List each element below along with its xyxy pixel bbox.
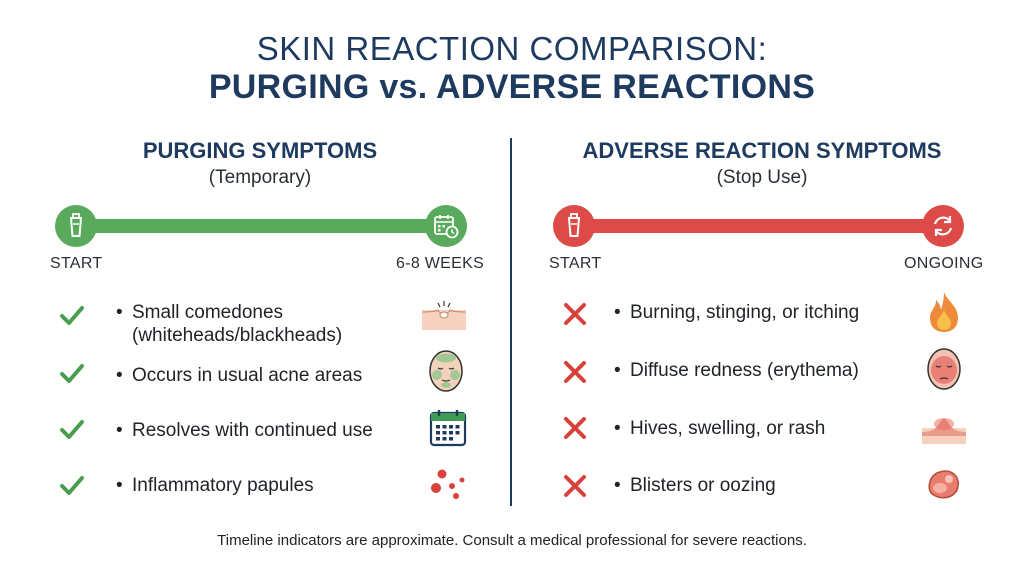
purging-heading: PURGING SYMPTOMS — [142, 138, 378, 163]
swollen-skin-icon — [922, 418, 966, 444]
purging-timeline-end: 6-8 WEEKS — [396, 255, 485, 272]
page-title-line2: PURGING vs. ADVERSE REACTIONS — [208, 68, 816, 106]
check-icon — [60, 306, 84, 325]
adverse-item-text: Hives, swelling, or rash — [630, 418, 826, 439]
red-face-icon — [927, 348, 961, 390]
bullet: • — [116, 365, 123, 386]
tube-icon — [553, 205, 595, 247]
bullet: • — [116, 420, 123, 441]
tube-icon — [55, 205, 97, 247]
adverse-subheading: (Stop Use) — [716, 167, 808, 188]
check-icon — [60, 364, 84, 383]
bullet: • — [614, 360, 621, 381]
adverse-heading: ADVERSE REACTION SYMPTOMS — [582, 138, 942, 163]
bullet: • — [116, 475, 123, 496]
x-icon — [564, 417, 586, 439]
purging-timeline-start: START — [50, 255, 103, 272]
purging-timeline-bar — [76, 219, 450, 233]
adverse-timeline-start: START — [549, 255, 602, 272]
flame-icon — [930, 292, 958, 332]
purging-item-text: Occurs in usual acne areas — [132, 365, 363, 386]
red-dots-icon — [431, 469, 465, 499]
bullet: • — [116, 302, 123, 323]
purging-subheading: (Temporary) — [208, 167, 312, 188]
x-icon — [564, 475, 586, 497]
bullet: • — [614, 302, 621, 323]
adverse-timeline-bar — [575, 219, 947, 233]
purging-item-text-line2: (whiteheads/blackheads) — [132, 325, 343, 346]
purging-item-text: Inflammatory papules — [132, 475, 314, 496]
adverse-item-text: Burning, stinging, or itching — [630, 302, 860, 323]
refresh-icon — [922, 205, 964, 247]
calendar-icon — [429, 410, 467, 447]
purging-item-text-line1: Small comedones — [132, 302, 284, 323]
adverse-item-text: Blisters or oozing — [630, 475, 776, 496]
footer-note: Timeline indicators are approximate. Con… — [217, 532, 807, 549]
bullet: • — [614, 418, 621, 439]
blister-icon — [928, 470, 959, 499]
x-icon — [564, 303, 586, 325]
adverse-timeline-end: ONGOING — [904, 255, 984, 272]
page-title-line1: SKIN REACTION COMPARISON: — [256, 30, 768, 67]
purging-item-text: Resolves with continued use — [132, 420, 373, 441]
check-icon — [60, 476, 84, 495]
x-icon — [564, 361, 586, 383]
column-divider — [510, 138, 512, 506]
skin-pore-icon — [421, 301, 467, 330]
bullet: • — [614, 475, 621, 496]
adverse-item-text: Diffuse redness (erythema) — [630, 360, 859, 381]
face-acne-zones-icon — [429, 350, 463, 392]
check-icon — [60, 420, 84, 439]
calendar-clock-icon — [425, 205, 467, 247]
